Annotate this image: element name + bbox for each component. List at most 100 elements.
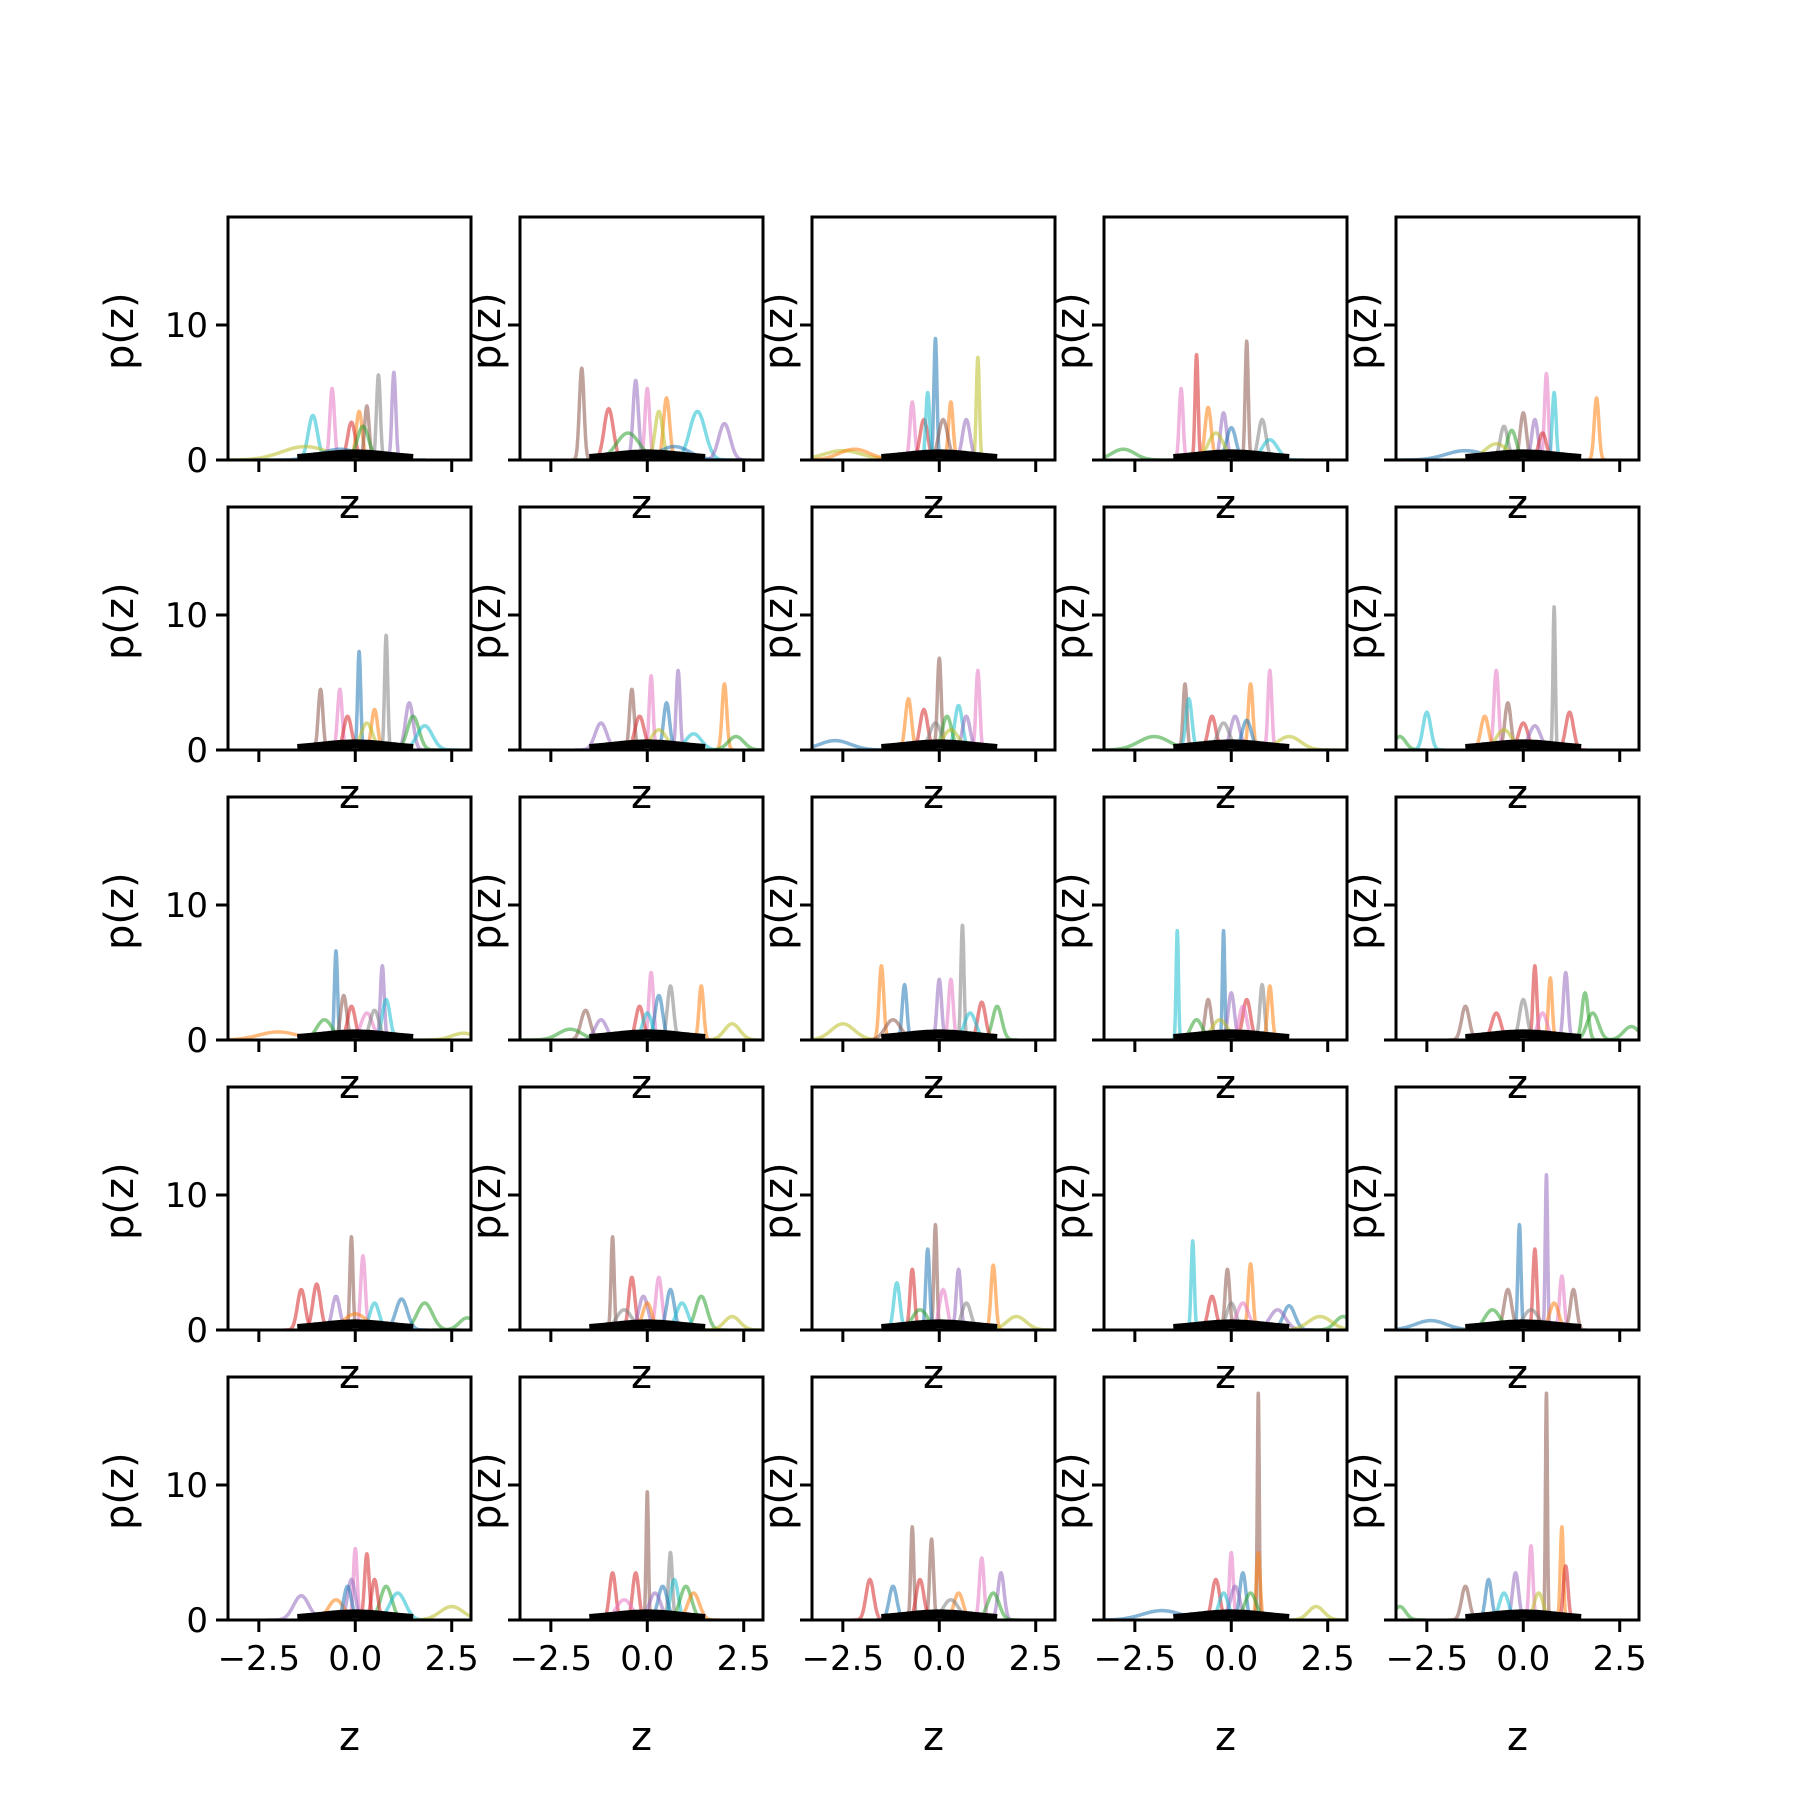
y-tick-label: 10	[165, 886, 208, 926]
reference-density-line	[881, 449, 998, 460]
axes-frame	[518, 1375, 765, 1622]
x-tick-label: 2.5	[1301, 1639, 1355, 1679]
reference-density-line	[589, 739, 706, 750]
subplot-17: z p(z)	[464, 1085, 765, 1398]
y-axis-label: p(z)	[756, 1162, 802, 1240]
subplot-22: −2.5 0.0 2.5 z p(z)	[464, 1375, 771, 1760]
reference-density-line	[297, 1029, 414, 1040]
y-axis-label: p(z)	[464, 582, 510, 660]
y-tick-label: 0	[186, 731, 208, 771]
subplot-23: −2.5 0.0 2.5 z p(z)	[756, 1375, 1063, 1760]
x-axis-label: z	[1507, 1062, 1528, 1108]
x-tick-label: 2.5	[717, 1639, 771, 1679]
axes-frame	[1394, 1085, 1641, 1332]
subplot-20: z p(z)	[1340, 1085, 1641, 1398]
y-axis-label: p(z)	[464, 1452, 510, 1530]
y-axis-label: p(z)	[1340, 582, 1386, 660]
x-axis-label: z	[1507, 1714, 1528, 1760]
axes-frame	[1394, 795, 1641, 1042]
axes-frame	[518, 1085, 765, 1332]
reference-density-line	[1173, 739, 1290, 750]
reference-density-line	[297, 739, 414, 750]
y-axis-label: p(z)	[464, 1162, 510, 1240]
reference-density-line	[1173, 1319, 1290, 1330]
axes-frame	[810, 215, 1057, 462]
subplot-6: 0 10 z p(z)	[97, 505, 473, 818]
x-axis-label: z	[1215, 772, 1236, 818]
subplot-10: z p(z)	[1340, 505, 1641, 818]
subplot-1: 0 10 z p(z)	[97, 215, 473, 528]
axes-frame	[1102, 215, 1349, 462]
subplot-19: z p(z)	[1048, 1085, 1349, 1398]
y-axis-label: p(z)	[97, 872, 143, 950]
axes-frame	[518, 795, 765, 1042]
axes-frame	[226, 795, 473, 1042]
subplot-8: z p(z)	[756, 505, 1057, 818]
x-axis-label: z	[339, 1714, 360, 1760]
axes-frame	[226, 505, 473, 752]
axes-frame	[1394, 1375, 1641, 1622]
y-axis-label: p(z)	[756, 1452, 802, 1530]
x-tick-label: 0.0	[620, 1639, 674, 1679]
x-axis-label: z	[631, 772, 652, 818]
x-tick-label: 0.0	[328, 1639, 382, 1679]
subplot-9: z p(z)	[1048, 505, 1349, 818]
axes-frame	[226, 1375, 473, 1622]
x-axis-label: z	[1215, 1352, 1236, 1398]
axes-frame	[810, 795, 1057, 1042]
subplot-25: −2.5 0.0 2.5 z p(z)	[1340, 1375, 1647, 1760]
reference-density-line	[1465, 739, 1582, 750]
reference-density-line	[881, 1609, 998, 1620]
y-tick-label: 0	[186, 1601, 208, 1641]
y-axis-label: p(z)	[97, 1162, 143, 1240]
y-tick-label: 0	[186, 1021, 208, 1061]
axes-frame	[518, 505, 765, 752]
axes-frame	[810, 1085, 1057, 1332]
x-axis-label: z	[923, 1062, 944, 1108]
y-axis-label: p(z)	[1340, 1162, 1386, 1240]
y-tick-label: 0	[186, 1311, 208, 1351]
x-tick-label: 2.5	[1009, 1639, 1063, 1679]
x-tick-label: 0.0	[1496, 1639, 1550, 1679]
x-axis-label: z	[1215, 482, 1236, 528]
reference-density-line	[1173, 1609, 1290, 1620]
subplot-12: z p(z)	[464, 795, 765, 1108]
x-axis-label: z	[339, 772, 360, 818]
subplot-grid: 0 10 z p(z) z p(z) z p(z) z p(z) z p(z) 0 10 z p(z) z p(z…	[97, 215, 1647, 1760]
subplot-16: 0 10 z p(z)	[97, 1085, 473, 1398]
reference-density-line	[297, 1609, 414, 1620]
x-tick-label: −2.5	[1094, 1639, 1177, 1679]
y-axis-label: p(z)	[97, 292, 143, 370]
axes-frame	[810, 505, 1057, 752]
subplot-15: z p(z)	[1340, 795, 1641, 1108]
y-axis-label: p(z)	[1048, 872, 1094, 950]
reference-density-line	[1465, 1319, 1582, 1330]
x-tick-label: 0.0	[1204, 1639, 1258, 1679]
subplot-2: z p(z)	[464, 215, 765, 528]
x-tick-label: 0.0	[912, 1639, 966, 1679]
x-axis-label: z	[631, 482, 652, 528]
reference-density-line	[1465, 449, 1582, 460]
subplot-4: z p(z)	[1048, 215, 1349, 528]
subplot-7: z p(z)	[464, 505, 765, 818]
reference-density-line	[881, 1029, 998, 1040]
y-axis-label: p(z)	[1048, 1162, 1094, 1240]
y-axis-label: p(z)	[464, 872, 510, 950]
y-tick-label: 10	[165, 596, 208, 636]
reference-density-line	[589, 1609, 706, 1620]
y-tick-label: 10	[165, 1176, 208, 1216]
reference-density-line	[589, 1029, 706, 1040]
subplot-11: 0 10 z p(z)	[97, 795, 473, 1108]
subplot-21: 0 10 −2.5 0.0 2.5 z p(z)	[97, 1375, 479, 1760]
x-axis-label: z	[1507, 482, 1528, 528]
x-axis-label: z	[339, 482, 360, 528]
x-axis-label: z	[923, 1714, 944, 1760]
reference-density-line	[1173, 1029, 1290, 1040]
reference-density-line	[297, 449, 414, 460]
y-axis-label: p(z)	[1340, 292, 1386, 370]
subplot-5: z p(z)	[1340, 215, 1641, 528]
axes-frame	[226, 215, 473, 462]
subplot-14: z p(z)	[1048, 795, 1349, 1108]
y-axis-label: p(z)	[97, 582, 143, 660]
